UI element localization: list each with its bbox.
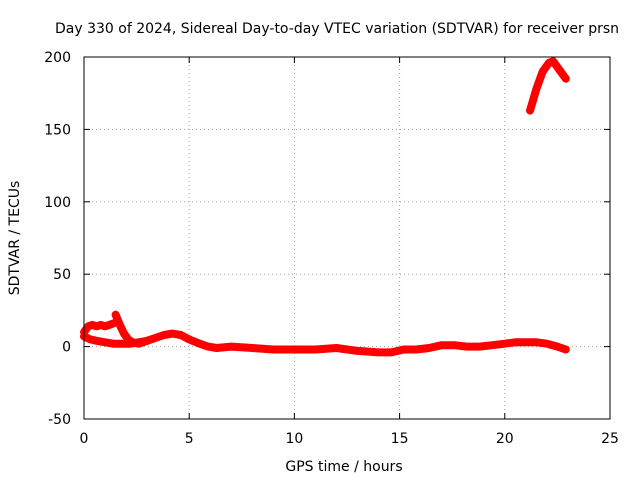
data-point: [270, 346, 277, 353]
ticks-layer: 0 5 10 15 20 25 -50 0 50 100 150 200: [44, 50, 619, 447]
data-point: [177, 332, 184, 338]
data-point: [533, 85, 540, 92]
data-point: [562, 346, 569, 353]
grid-layer: [84, 57, 610, 419]
data-point: [501, 340, 508, 347]
data-point: [161, 332, 167, 338]
data-point: [312, 346, 319, 353]
data-point: [463, 343, 470, 350]
data-point: [118, 340, 125, 347]
data-point: [102, 339, 108, 346]
data-point: [112, 311, 119, 318]
data-point: [539, 68, 546, 75]
data-point: [426, 345, 433, 351]
y-axis-label: SDTVAR / TECUs: [7, 181, 23, 296]
data-point: [121, 330, 127, 337]
data-point: [438, 342, 445, 349]
data-point: [213, 345, 220, 351]
data-point: [522, 339, 529, 346]
data-point: [554, 343, 561, 350]
data-point: [543, 340, 550, 347]
data-point: [144, 337, 151, 344]
x-tick-label: 25: [601, 431, 619, 447]
data-point: [205, 343, 212, 350]
data-point: [489, 342, 496, 349]
x-tick-label: 5: [185, 431, 194, 447]
data-point: [135, 339, 142, 346]
data-point: [249, 345, 256, 351]
data-point: [527, 107, 533, 114]
data-point: [562, 75, 569, 82]
y-tick-label: 0: [62, 340, 71, 356]
y-tick-label: 150: [44, 122, 71, 138]
data-point: [388, 349, 395, 356]
data-point: [196, 340, 203, 347]
data-point: [354, 347, 361, 354]
x-tick-label: 15: [391, 431, 409, 447]
y-tick-label: -50: [48, 412, 71, 428]
data-point: [375, 349, 382, 356]
data-point: [556, 67, 563, 73]
y-tick-label: 100: [44, 195, 71, 211]
x-tick-label: 0: [80, 431, 89, 447]
data-point: [400, 346, 407, 353]
data-point: [476, 343, 483, 350]
y-tick-label: 200: [44, 50, 71, 66]
data-point: [169, 330, 176, 337]
data-point: [186, 336, 193, 343]
x-tick-label: 20: [496, 431, 514, 447]
data-point: [228, 343, 235, 350]
chart-title: Day 330 of 2024, Sidereal Day-to-day VTE…: [55, 21, 619, 37]
data-point: [87, 336, 94, 343]
data-point: [152, 334, 159, 341]
data-point: [451, 342, 458, 349]
data-point: [116, 321, 123, 328]
data-point: [413, 346, 420, 353]
data-point: [93, 337, 100, 344]
data-point: [291, 346, 298, 353]
y-tick-label: 50: [53, 267, 71, 283]
x-axis-label: GPS time / hours: [285, 459, 402, 475]
data-point: [127, 340, 134, 347]
x-tick-label: 10: [285, 431, 303, 447]
plot-frame: [83, 56, 611, 420]
data-point: [110, 340, 117, 347]
data-point: [333, 345, 340, 351]
series-layer: [80, 57, 570, 357]
data-point: [512, 339, 519, 346]
data-point: [533, 339, 540, 346]
data-point: [550, 58, 557, 65]
